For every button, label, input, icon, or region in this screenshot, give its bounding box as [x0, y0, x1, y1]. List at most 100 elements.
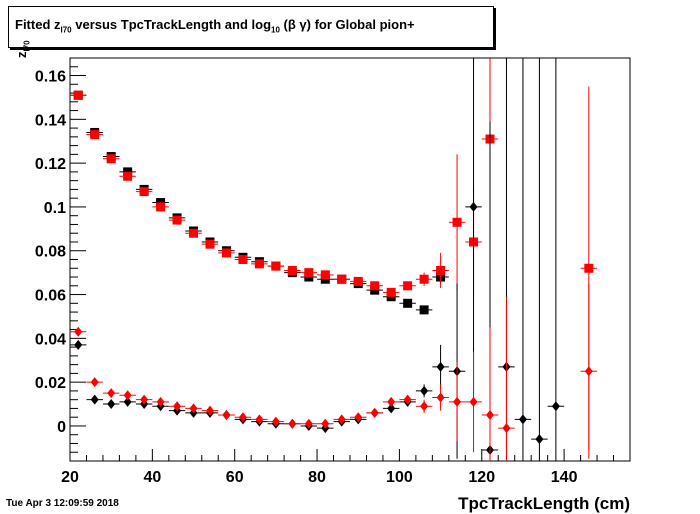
x-tick-label: 60 [226, 469, 244, 486]
square-marker [254, 259, 264, 269]
square-marker [386, 287, 396, 297]
diamond-marker [403, 394, 412, 405]
data-point [432, 384, 449, 411]
square-marker [353, 276, 363, 286]
data-point [300, 418, 318, 429]
y-tick-label: 0.12 [35, 156, 66, 173]
data-marks [70, 58, 598, 461]
x-tick-label: 140 [551, 469, 578, 486]
square-marker [205, 239, 215, 249]
diamond-marker [420, 385, 429, 396]
data-point [251, 259, 268, 269]
data-point [201, 405, 219, 416]
y-tick-label: 0.16 [35, 69, 66, 86]
x-tick-label: 80 [308, 469, 326, 486]
data-point [135, 394, 153, 405]
diamond-marker [502, 423, 511, 434]
x-tick-label: 20 [61, 469, 79, 486]
data-point [86, 377, 103, 388]
square-marker [90, 130, 100, 140]
data-point [185, 228, 202, 238]
data-point [168, 401, 186, 412]
diamond-marker [469, 396, 478, 407]
data-point [399, 298, 416, 308]
diamond-marker [74, 326, 83, 337]
data-point [465, 351, 482, 453]
y-tick-label: 0.04 [35, 331, 66, 348]
square-marker [419, 305, 429, 315]
data-point [432, 252, 449, 288]
diamond-marker [370, 407, 379, 418]
data-point [135, 187, 153, 197]
square-marker [221, 248, 231, 258]
y-axis-label-main: z [14, 51, 29, 59]
data-point [415, 272, 433, 286]
x-axis-label: TpcTrackLength (cm) [458, 494, 630, 513]
diamond-marker [123, 396, 132, 407]
data-point [481, 327, 499, 461]
diamond-marker [387, 396, 396, 407]
data-point [432, 344, 449, 389]
data-point [399, 281, 416, 291]
y-tick-label: 0.14 [35, 112, 66, 129]
data-point [218, 248, 235, 258]
square-marker [337, 274, 347, 284]
diamond-marker [337, 414, 346, 425]
diamond-marker [453, 396, 462, 407]
x-tick-label: 120 [468, 469, 495, 486]
data-point [119, 396, 136, 407]
title-sub2: 10 [271, 25, 280, 35]
diamond-marker [420, 401, 429, 412]
data-point [300, 268, 318, 278]
data-point [448, 362, 466, 442]
data-point [580, 283, 598, 459]
square-marker [271, 261, 281, 271]
diamond-marker [271, 416, 280, 427]
diamond-marker [436, 361, 445, 372]
diamond-marker [551, 401, 560, 412]
square-marker [106, 154, 116, 164]
diamond-marker [189, 403, 198, 414]
data-point [382, 287, 400, 297]
data-point [284, 418, 301, 429]
diamond-marker [140, 394, 149, 405]
data-point [415, 399, 433, 413]
square-marker [287, 265, 297, 275]
data-point [284, 265, 301, 275]
diamond-marker [173, 401, 182, 412]
diamond-marker [469, 201, 478, 212]
data-point [102, 399, 120, 410]
data-point [86, 394, 103, 405]
data-point [498, 296, 515, 461]
data-point [415, 384, 433, 398]
data-point [86, 130, 103, 140]
square-marker [123, 171, 133, 181]
diamond-marker [90, 394, 99, 405]
diamond-marker [584, 366, 593, 377]
data-point [152, 202, 169, 212]
square-marker [320, 270, 330, 280]
data-point [119, 390, 136, 401]
diamond-marker [222, 410, 231, 421]
data-point [366, 281, 383, 291]
title-middle: versus TpcTrackLength and log [71, 17, 272, 32]
data-point [70, 90, 87, 100]
title-prefix: Fitted z [15, 17, 61, 32]
diamond-marker [107, 399, 116, 410]
diamond-marker [354, 412, 363, 423]
x-tick-label: 100 [386, 469, 413, 486]
square-marker [370, 281, 380, 291]
y-tick-label: 0.02 [35, 375, 66, 392]
y-tick-label: 0.06 [35, 288, 66, 305]
data-point [119, 171, 136, 181]
axes: 20 40 60 80 100 120 140 0 0.02 0.04 0.06 0.08 0.1 0.1… [35, 57, 631, 486]
title-box: Fitted zI70 versus TpcTrackLength and lo… [8, 6, 494, 48]
square-marker [452, 217, 462, 227]
square-marker [139, 187, 149, 197]
square-marker [304, 268, 314, 278]
data-point [547, 58, 565, 461]
diamond-marker [304, 418, 313, 429]
y-tick-label: 0 [57, 419, 66, 436]
data-point [102, 154, 120, 164]
